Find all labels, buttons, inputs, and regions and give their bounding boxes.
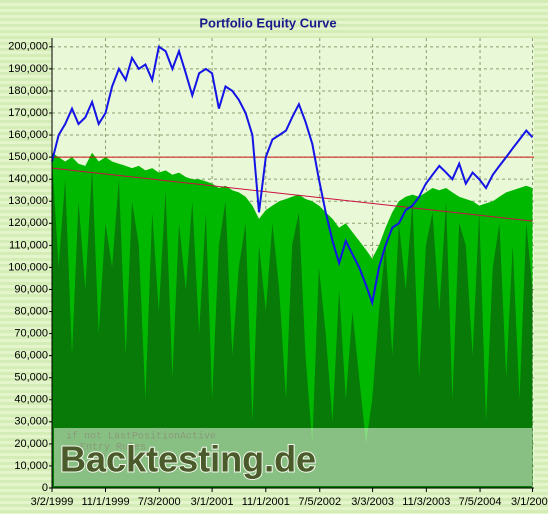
x-tick-label: 3/3/2003 [351, 496, 394, 508]
equity-line [51, 45, 534, 307]
x-tick-label: 3/1/2005 [511, 496, 548, 508]
watermark: Backtesting.de [60, 439, 316, 480]
y-tick-label: 50,000 [14, 372, 48, 384]
x-tick-label: 11/1/2001 [242, 496, 290, 508]
x-tick-label: 11/3/2003 [402, 496, 450, 508]
y-tick-label: 40,000 [14, 394, 48, 406]
y-tick-label: 80,000 [14, 305, 48, 317]
y-tick-label: 110,000 [9, 239, 48, 251]
y-tick-label: 200,000 [8, 41, 48, 53]
y-tick-label: 0 [42, 482, 48, 494]
y-tick-label: 70,000 [14, 327, 48, 339]
x-tick-label: 7/5/2004 [459, 496, 502, 508]
x-tick-label: 7/3/2000 [138, 496, 181, 508]
y-tick-label: 120,000 [8, 217, 48, 229]
y-tick-label: 150,000 [8, 151, 48, 163]
x-tick-label: 11/1/1999 [81, 496, 129, 508]
watermark-code: Entry Rules [80, 442, 146, 454]
y-tick-label: 160,000 [8, 129, 48, 141]
trend-line [51, 167, 533, 222]
y-tick-label: 90,000 [14, 283, 48, 295]
y-tick-label: 30,000 [14, 416, 48, 428]
watermark-code: if not LastPositionActive [66, 431, 216, 443]
y-tick-label: 170,000 [8, 107, 48, 119]
y-tick-label: 60,000 [14, 350, 48, 362]
area [52, 157, 533, 488]
y-tick-label: 100,000 [8, 261, 48, 273]
y-tick-label: 190,000 [8, 63, 48, 75]
chart-title: Portfolio Equity Curve [199, 15, 336, 30]
x-tick-label: 3/1/2001 [191, 496, 234, 508]
y-tick-label: 10,000 [14, 460, 48, 472]
y-tick-label: 140,000 [8, 173, 48, 185]
x-tick-label: 3/2/1999 [31, 496, 74, 508]
y-tick-label: 130,000 [8, 195, 48, 207]
watermark-code: if [94, 453, 106, 465]
y-tick-label: 20,000 [14, 438, 48, 450]
y-tick-label: 180,000 [8, 85, 48, 97]
watermark-box [54, 428, 532, 486]
x-tick-label: 7/5/2002 [298, 496, 341, 508]
